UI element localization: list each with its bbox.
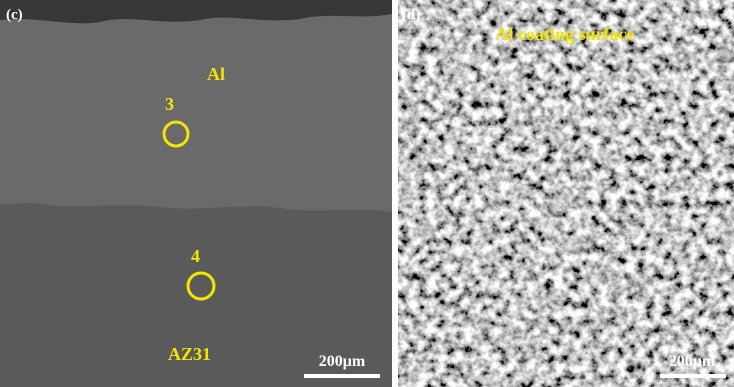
annotation: Al — [207, 64, 225, 84]
annotation: Al coating surface — [496, 24, 635, 44]
panel-label: (c) — [6, 7, 23, 23]
figure: (c) Al 3 4 AZ31 200μm (d) Al coating sur… — [0, 0, 734, 387]
annotation: AZ31 — [168, 344, 211, 364]
scale-bar-label: 200μm — [669, 353, 716, 370]
scale-bar — [304, 374, 380, 378]
scale-bar — [660, 374, 726, 378]
panel-d: (d) Al coating surface 200μm — [398, 0, 734, 387]
surface-texture — [398, 0, 734, 387]
panel-label: (d) — [402, 7, 420, 23]
annotation: 3 — [165, 94, 174, 114]
panel-c: (c) Al 3 4 AZ31 200μm — [0, 0, 392, 387]
grain — [0, 0, 392, 387]
annotation: 4 — [191, 246, 200, 266]
scale-bar-label: 200μm — [319, 353, 366, 370]
